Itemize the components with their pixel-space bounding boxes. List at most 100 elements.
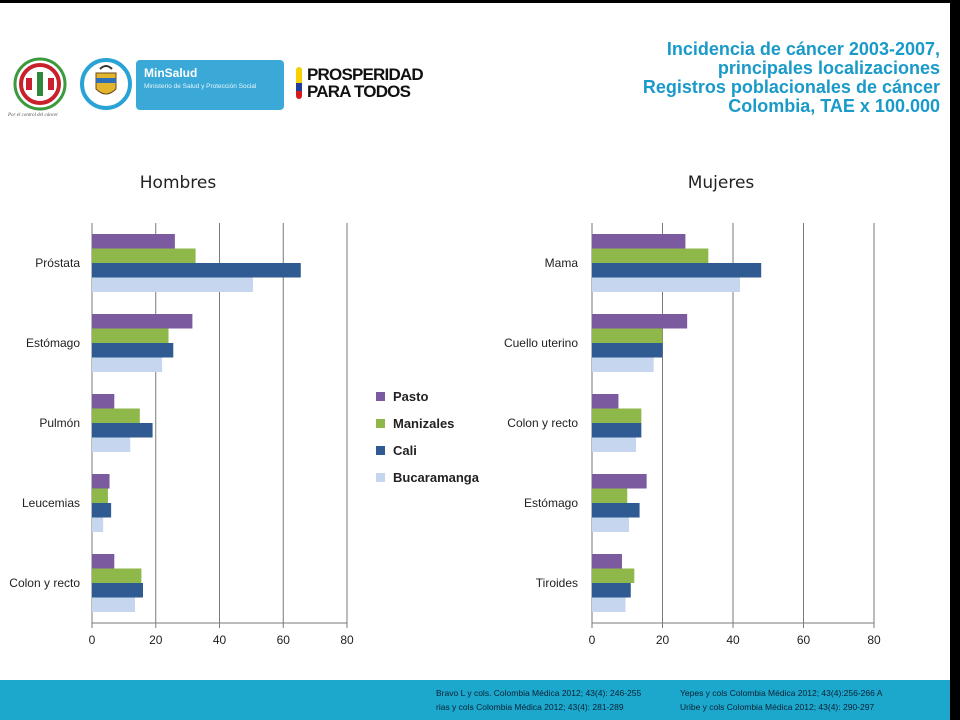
- legend-item: Cali: [376, 437, 496, 464]
- bar: [92, 568, 142, 583]
- footer-band: [0, 680, 950, 720]
- bar: [592, 583, 631, 598]
- bar: [592, 248, 709, 263]
- legend-swatch: [376, 392, 385, 401]
- category-label: Mama: [545, 256, 579, 270]
- bar: [592, 437, 637, 452]
- bar: [92, 234, 175, 249]
- bar: [92, 343, 174, 358]
- bar: [92, 394, 115, 409]
- x-tick-label: 0: [89, 633, 96, 647]
- title-line-4: Colombia, TAE x 100.000: [728, 96, 940, 116]
- chart-title-mujeres: Mujeres: [688, 173, 755, 193]
- title-line-3: Registros poblacionales de cáncer: [642, 77, 940, 97]
- bar: [592, 517, 630, 532]
- reference-text: Yepes y cols Colombia Médica 2012; 43(4)…: [680, 688, 883, 698]
- bar: [592, 343, 663, 358]
- bar: [92, 423, 153, 438]
- reference-text: rias y cols Colombia Médica 2012; 43(4):…: [436, 702, 624, 712]
- bar: [92, 314, 193, 329]
- legend-item: Manizales: [376, 410, 496, 437]
- colombia-flag-icon: [296, 67, 302, 99]
- bar: [592, 568, 635, 583]
- x-tick-label: 60: [277, 633, 291, 647]
- legend-swatch: [376, 419, 385, 428]
- bar: [592, 314, 688, 329]
- bar: [92, 488, 108, 503]
- category-label: Tiroides: [536, 576, 578, 590]
- chart-title-hombres: Hombres: [140, 173, 217, 193]
- bar: [92, 554, 115, 569]
- bar: [92, 503, 112, 518]
- legend-label: Manizales: [393, 416, 455, 431]
- category-label: Colon y recto: [9, 576, 80, 590]
- bar: [592, 328, 663, 343]
- inc-logo: Por el control del cáncer: [8, 56, 72, 126]
- legend-label: Pasto: [393, 389, 429, 404]
- bar: [92, 357, 163, 372]
- reference-row-2: rias y cols Colombia Médica 2012; 43(4):…: [436, 700, 882, 714]
- x-tick-label: 0: [589, 633, 596, 647]
- x-tick-label: 20: [656, 633, 670, 647]
- references: Bravo L y cols. Colombia Médica 2012; 43…: [436, 686, 882, 714]
- title-line-1: Incidencia de cáncer 2003-2007,: [666, 39, 940, 59]
- bar: [92, 583, 143, 598]
- x-tick-label: 80: [340, 633, 354, 647]
- chart-hombres: Hombres 0 20 40 60 80 Próstata Estómago Pulmón Le…: [9, 173, 354, 647]
- bar: [92, 277, 253, 292]
- bar: [92, 408, 140, 423]
- category-label: Estómago: [26, 336, 80, 350]
- category-label: Pulmón: [39, 416, 80, 430]
- bar: [592, 408, 642, 423]
- chart-mujeres: Mujeres 0 20 40 60 80 Mama Cuello uterino Colon …: [504, 173, 881, 647]
- right-frame-edge: [950, 0, 960, 720]
- bar: [592, 503, 640, 518]
- minsalud-logo: MinSalud Ministerio de Salud y Protecció…: [136, 60, 284, 110]
- bar: [92, 328, 169, 343]
- bar: [92, 248, 196, 263]
- colombia-seal-logo: [80, 57, 132, 111]
- slide-title: Incidencia de cáncer 2003-2007, principa…: [520, 40, 940, 116]
- category-label: Próstata: [35, 256, 80, 270]
- x-tick-label: 20: [149, 633, 163, 647]
- title-line-2: principales localizaciones: [717, 58, 940, 78]
- bar: [592, 277, 741, 292]
- prosperidad-line1: PROSPERIDAD: [307, 65, 424, 84]
- x-tick-label: 80: [867, 633, 881, 647]
- bar: [592, 423, 642, 438]
- inc-logo-tagline: Por el control del cáncer: [8, 113, 59, 118]
- bar: [92, 517, 104, 532]
- bar: [592, 554, 622, 569]
- top-frame-edge: [0, 0, 960, 3]
- legend-item: Bucaramanga: [376, 464, 496, 491]
- bar: [92, 263, 301, 278]
- category-label: Leucemias: [22, 496, 80, 510]
- reference-text: Bravo L y cols. Colombia Médica 2012; 43…: [436, 688, 642, 698]
- x-tick-label: 60: [797, 633, 811, 647]
- category-label: Estómago: [524, 496, 578, 510]
- bar: [592, 394, 619, 409]
- minsalud-name: MinSalud: [144, 66, 198, 80]
- legend-label: Cali: [393, 443, 417, 458]
- legend-item: Pasto: [376, 383, 496, 410]
- bar: [92, 597, 136, 612]
- bar: [592, 357, 654, 372]
- legend-label: Bucaramanga: [393, 470, 479, 485]
- chart-legend: Pasto Manizales Cali Bucaramanga: [376, 383, 496, 491]
- bar: [592, 597, 626, 612]
- prosperidad-line2: PARA TODOS: [307, 82, 411, 101]
- category-label: Colon y recto: [507, 416, 578, 430]
- inc-logo-icon: [13, 57, 67, 111]
- x-tick-label: 40: [726, 633, 740, 647]
- bar: [592, 488, 628, 503]
- bar: [592, 234, 686, 249]
- legend-swatch: [376, 473, 385, 482]
- bar: [592, 263, 762, 278]
- coat-of-arms-icon: [80, 58, 132, 110]
- category-label: Cuello uterino: [504, 336, 578, 350]
- bar: [592, 474, 647, 489]
- minsalud-subtitle: Ministerio de Salud y Protección Social: [144, 83, 257, 90]
- reference-row-1: Bravo L y cols. Colombia Médica 2012; 43…: [436, 686, 882, 700]
- bar: [92, 474, 110, 489]
- legend-swatch: [376, 446, 385, 455]
